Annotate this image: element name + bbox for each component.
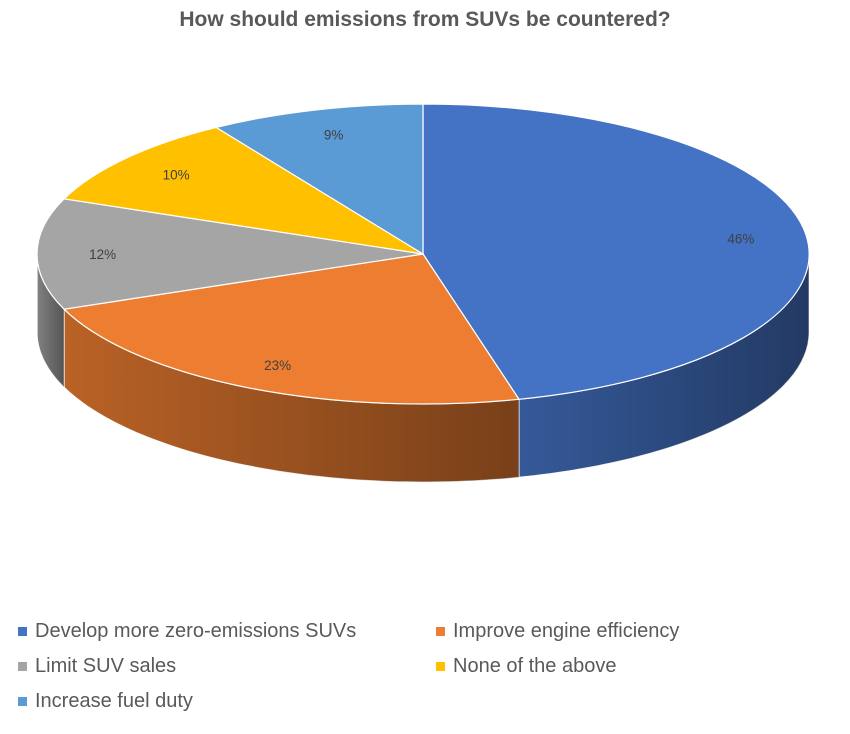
pie-slice-improve-engine-efficiency	[62, 253, 521, 405]
pie-labels: 46% 23% 12% 10% 9%	[89, 127, 754, 373]
pie-tops	[36, 103, 810, 405]
data-label-increase-fuel-duty: 9%	[324, 127, 344, 142]
legend-item-none-of-the-above: None of the above	[436, 655, 616, 678]
pie-slice-develop-more-zero-emissions-suvs	[422, 103, 810, 400]
legend-label: Limit SUV sales	[35, 655, 177, 677]
legend-swatch	[436, 662, 445, 671]
pie-slice-increase-fuel-duty	[214, 103, 424, 256]
data-label-limit-suv-sales: 12%	[89, 247, 116, 262]
pie-side-shade-develop-more-zero-emissions-suvs	[519, 254, 809, 478]
legend-item-improve-engine-efficiency: Improve engine efficiency	[436, 620, 679, 643]
legend-swatch	[18, 627, 27, 636]
data-label-develop-more-zero-emissions-suvs: 46%	[727, 231, 754, 246]
pie-slice-limit-suv-sales	[36, 198, 424, 310]
legend-label: None of the above	[453, 655, 617, 677]
legend-label: Improve engine efficiency	[453, 620, 680, 642]
legend-swatch	[436, 627, 445, 636]
data-label-improve-engine-efficiency: 23%	[264, 358, 291, 373]
legend-item-limit-suv-sales: Limit SUV sales	[18, 655, 176, 678]
legend-item-increase-fuel-duty: Increase fuel duty	[18, 690, 193, 713]
legend-swatch	[18, 662, 27, 671]
legend-swatch	[18, 697, 27, 706]
pie-slice-none-of-the-above	[62, 126, 424, 255]
legend-label: Develop more zero-emissions SUVs	[35, 620, 357, 642]
legend-label: Increase fuel duty	[35, 690, 193, 712]
data-label-none-of-the-above: 10%	[163, 168, 190, 183]
pie-side-shade-limit-suv-sales	[37, 257, 65, 388]
chart-title: How should emissions from SUVs be counte…	[179, 8, 671, 31]
legend-item-develop-more-zero-emissions-suvs: Develop more zero-emissions SUVs	[18, 620, 356, 643]
